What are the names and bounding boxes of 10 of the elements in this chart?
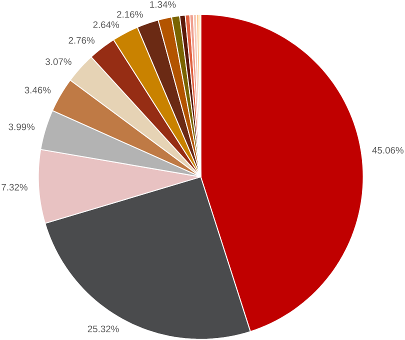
data-label: 2.16% <box>117 11 143 18</box>
data-label: 3.99% <box>8 124 35 130</box>
data-label: 7.32% <box>2 184 28 191</box>
data-label: 25.32% <box>88 326 119 332</box>
data-label: 3.07% <box>46 58 72 66</box>
data-label: 45.06% <box>372 147 404 154</box>
data-label: 1.34% <box>150 1 176 8</box>
data-label: 2.64% <box>93 21 120 28</box>
data-label: 2.76% <box>68 37 95 44</box>
data-label: 3.46% <box>24 86 51 94</box>
